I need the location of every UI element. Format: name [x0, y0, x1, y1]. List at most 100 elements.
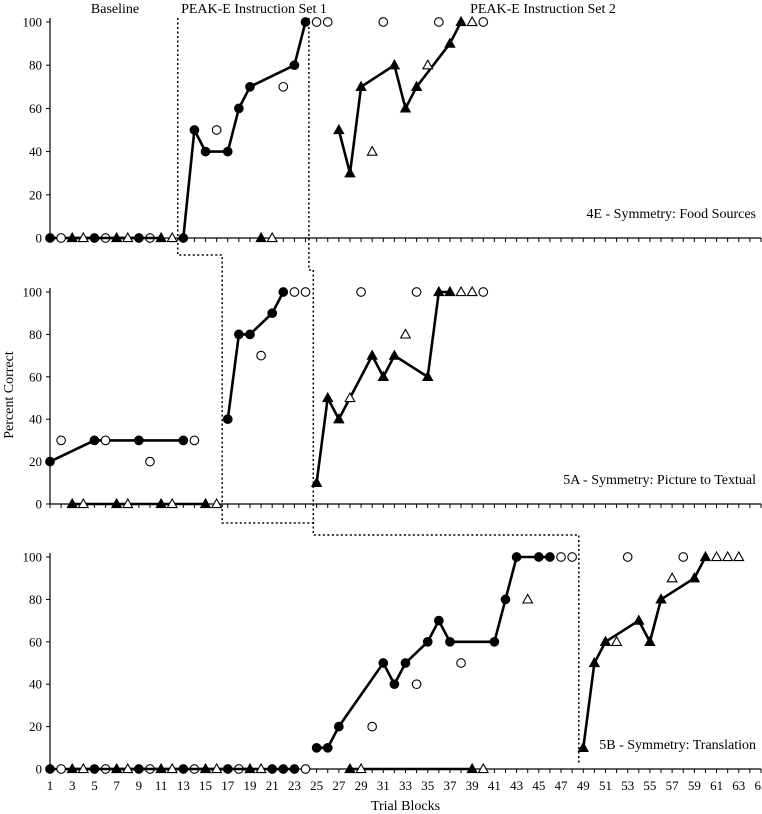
filled-circle-point [45, 456, 55, 467]
x-tick-label: 13 [177, 778, 190, 793]
x-tick-label: 3 [69, 778, 76, 793]
y-tick-label: 80 [29, 327, 42, 342]
open-circle-point [300, 764, 311, 774]
open-circle-point [256, 350, 266, 361]
filled-circle-point [178, 435, 189, 446]
filled-circle-point [278, 764, 289, 774]
open-triangle-point [122, 497, 134, 509]
open-circle-point [145, 456, 155, 467]
filled-circle-point [189, 125, 200, 135]
filled-triangle-point [633, 614, 645, 625]
x-tick-label: 37 [443, 778, 457, 793]
open-circle-point [300, 287, 311, 297]
filled-circle-point [234, 103, 244, 114]
open-circle-point [411, 679, 422, 690]
filled-triangle-point [333, 413, 345, 424]
open-triangle-point [344, 391, 356, 403]
open-triangle-point [255, 762, 267, 774]
x-tick-label: 65 [755, 778, 762, 793]
filled-circle-point [134, 435, 144, 446]
filled-triangle-point [410, 80, 423, 91]
open-circle-point [311, 17, 322, 27]
open-circle-point [56, 233, 66, 243]
open-triangle-point [721, 550, 734, 562]
filled-triangle-point [110, 231, 123, 243]
filled-triangle-point [421, 370, 434, 381]
filled-triangle-point [444, 285, 456, 297]
open-triangle-point [266, 231, 278, 243]
filled-triangle-point [388, 349, 401, 360]
open-triangle-point [166, 497, 178, 509]
filled-triangle-point [333, 123, 345, 135]
filled-circle-point [422, 636, 433, 647]
x-tick-label: 51 [599, 778, 612, 793]
filled-triangle-point [199, 497, 212, 509]
open-triangle-point [355, 762, 367, 774]
filled-triangle-point [255, 231, 267, 243]
open-circle-point [456, 658, 466, 668]
filled-circle-point [378, 658, 389, 668]
y-tick-label: 20 [29, 187, 42, 202]
open-triangle-point [122, 762, 134, 774]
open-triangle-point [399, 328, 412, 339]
x-tick-label: 39 [466, 778, 479, 793]
y-tick-label: 20 [29, 454, 42, 469]
y-axis-label: Percent Correct [2, 351, 17, 439]
open-circle-point [56, 764, 66, 774]
phase-label: PEAK-E Instruction Set 2 [470, 2, 616, 17]
filled-circle-point [45, 233, 55, 243]
open-triangle-point [466, 285, 478, 297]
panel-title: 5B - Symmetry: Translation [599, 738, 756, 753]
filled-triangle-point [199, 762, 212, 774]
y-tick-label: 40 [29, 144, 42, 159]
open-circle-point [278, 81, 289, 92]
series-line [49, 439, 184, 463]
open-triangle-point [366, 145, 378, 156]
open-circle-point [556, 552, 566, 562]
open-circle-point [478, 17, 489, 27]
x-tick-label: 7 [113, 778, 120, 793]
filled-circle-point [222, 146, 233, 157]
open-triangle-point [666, 572, 678, 583]
filled-triangle-point [588, 656, 601, 668]
open-triangle-point [210, 497, 223, 509]
filled-triangle-point [66, 497, 78, 509]
filled-triangle-point [433, 285, 445, 297]
open-circle-point [433, 17, 444, 27]
filled-circle-point [234, 329, 244, 340]
filled-triangle-point [155, 497, 167, 509]
y-tick-label: 40 [29, 677, 42, 692]
filled-circle-point [300, 17, 311, 27]
open-triangle-point [210, 762, 223, 774]
filled-triangle-point [444, 37, 456, 48]
filled-triangle-point [110, 762, 123, 774]
filled-triangle-point [466, 762, 478, 774]
series-line [582, 556, 707, 748]
filled-triangle-point [599, 635, 612, 646]
filled-circle-point [511, 552, 522, 562]
panel-title: 4E - Symmetry: Food Sources [586, 207, 756, 222]
phase-label: Baseline [91, 2, 139, 17]
y-tick-label: 100 [23, 285, 43, 300]
filled-circle-point [45, 764, 55, 774]
open-circle-point [622, 552, 633, 562]
open-triangle-point [421, 59, 434, 70]
x-tick-label: 19 [243, 778, 256, 793]
x-tick-label: 55 [643, 778, 656, 793]
open-circle-point [289, 287, 300, 297]
filled-circle-point [322, 742, 333, 753]
phase-change-line-1 [177, 18, 314, 524]
series-line [316, 555, 550, 750]
filled-circle-point [311, 742, 322, 753]
filled-circle-point [278, 287, 289, 297]
x-tick-label: 27 [332, 778, 346, 793]
x-tick-label: 43 [510, 778, 523, 793]
y-tick-label: 100 [23, 15, 43, 30]
filled-circle-point [333, 721, 344, 732]
open-circle-point [678, 552, 689, 562]
x-tick-label: 33 [399, 778, 412, 793]
filled-circle-point [245, 329, 255, 340]
filled-circle-point [200, 146, 211, 157]
open-triangle-point [166, 231, 178, 243]
